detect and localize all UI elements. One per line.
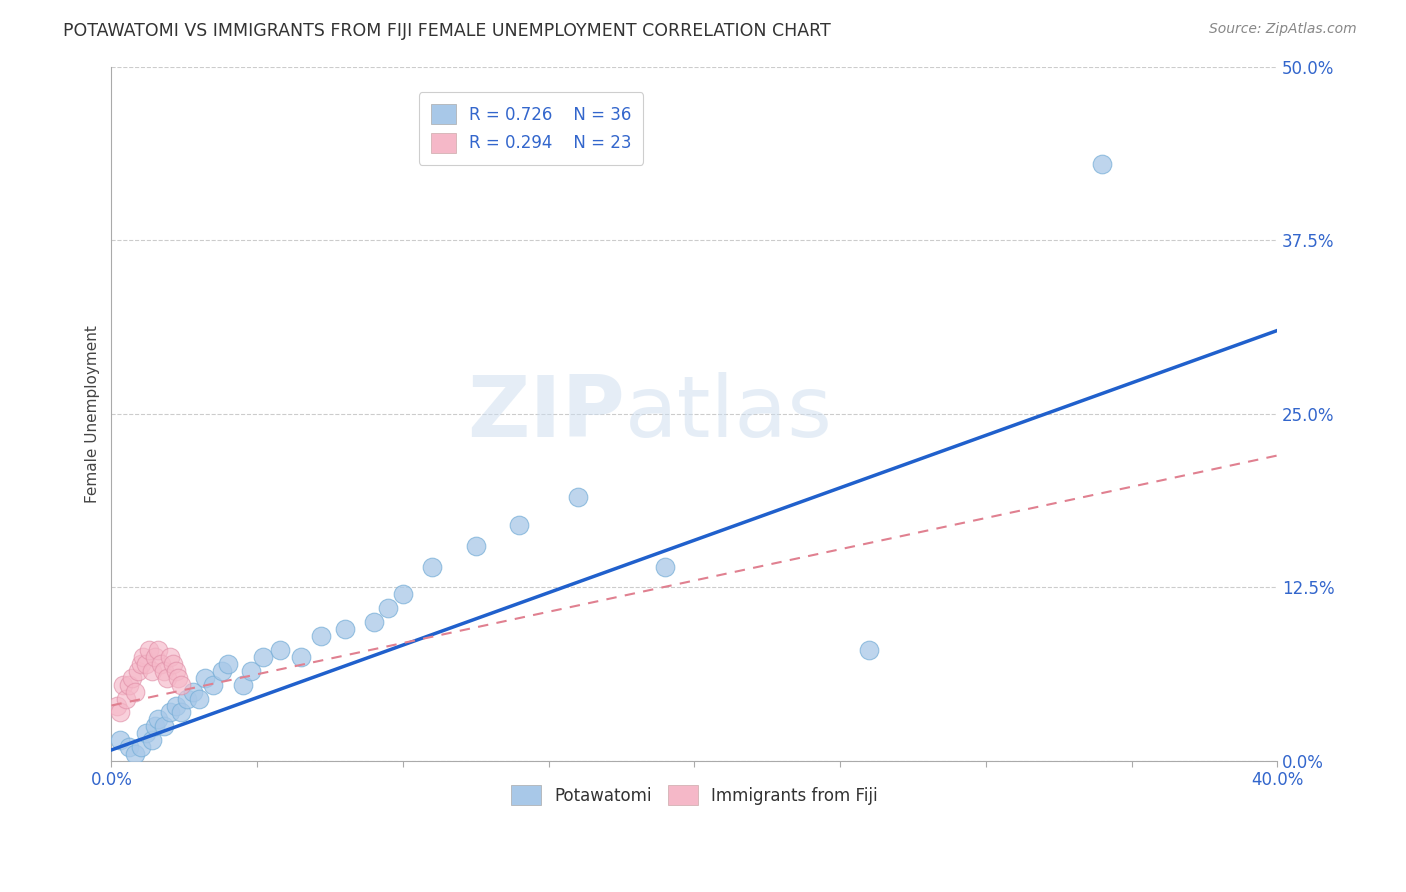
Text: Source: ZipAtlas.com: Source: ZipAtlas.com (1209, 22, 1357, 37)
Point (143, 649, 166, 664)
Point (232, 678, 254, 692)
Y-axis label: Female Unemployment: Female Unemployment (86, 325, 100, 503)
Point (129, 657, 152, 671)
Point (420, 559, 443, 574)
Point (105, 698, 128, 713)
Point (194, 671, 217, 685)
Point (165, 698, 187, 713)
Point (858, 643, 880, 657)
Point (108, 706, 131, 720)
Point (153, 719, 176, 733)
Point (363, 615, 385, 630)
Point (333, 622, 356, 636)
Text: ZIP: ZIP (467, 372, 624, 455)
Point (211, 664, 233, 678)
Point (1091, 157, 1114, 171)
Point (112, 678, 135, 692)
Point (159, 706, 181, 720)
Point (464, 539, 486, 553)
Point (170, 706, 193, 720)
Point (217, 657, 239, 671)
Point (290, 649, 312, 664)
Point (143, 719, 166, 733)
Point (135, 726, 157, 740)
Point (127, 664, 149, 678)
Point (132, 649, 155, 664)
Text: atlas: atlas (624, 372, 832, 455)
Point (167, 671, 190, 685)
Point (252, 649, 274, 664)
Point (508, 518, 530, 533)
Point (149, 657, 172, 671)
Point (187, 691, 209, 706)
Point (141, 733, 163, 747)
Point (124, 684, 146, 698)
Point (153, 664, 176, 678)
Text: POTAWATOMI VS IMMIGRANTS FROM FIJI FEMALE UNEMPLOYMENT CORRELATION CHART: POTAWATOMI VS IMMIGRANTS FROM FIJI FEMAL… (63, 22, 831, 40)
Point (181, 684, 204, 698)
Point (269, 643, 291, 657)
Point (170, 678, 193, 692)
Point (156, 671, 179, 685)
Point (202, 678, 225, 692)
Point (159, 649, 181, 664)
Point (165, 664, 187, 678)
Point (377, 601, 399, 615)
Point (392, 587, 415, 601)
Point (146, 713, 169, 727)
Point (141, 664, 163, 678)
Point (108, 733, 131, 747)
Point (146, 643, 169, 657)
Point (654, 559, 676, 574)
Point (121, 671, 143, 685)
Point (138, 643, 160, 657)
Point (118, 740, 141, 755)
Point (129, 740, 152, 755)
Point (240, 664, 263, 678)
Point (115, 691, 138, 706)
Point (567, 490, 589, 504)
Legend: Potawatomi, Immigrants from Fiji: Potawatomi, Immigrants from Fiji (501, 775, 889, 815)
Point (124, 747, 146, 761)
Point (118, 678, 141, 692)
Point (309, 629, 332, 643)
Point (135, 657, 157, 671)
Point (176, 691, 198, 706)
Point (162, 657, 184, 671)
